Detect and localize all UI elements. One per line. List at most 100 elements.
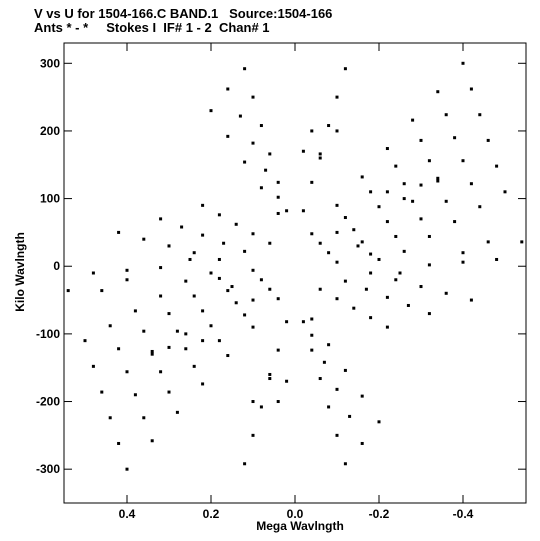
- data-point: [201, 309, 205, 313]
- data-point: [402, 182, 406, 186]
- data-point: [318, 287, 322, 291]
- data-point: [251, 268, 255, 272]
- data-point: [117, 441, 121, 445]
- y-tick-label: -300: [36, 462, 60, 476]
- data-point: [356, 244, 360, 248]
- data-point: [192, 251, 196, 255]
- data-point: [335, 129, 339, 133]
- data-point: [427, 312, 431, 316]
- x-tick: -0.2: [369, 43, 390, 521]
- axis-ticks: 0.4 0.2 0.0 -0.2 -0.4 300 200 100 0 -100 -200 -300: [36, 43, 526, 521]
- data-point: [335, 260, 339, 264]
- x-tick: 0.4: [119, 43, 136, 521]
- data-point: [411, 199, 415, 203]
- y-tick: 0: [53, 259, 526, 273]
- data-point: [322, 360, 326, 364]
- x-tick-label: -0.4: [453, 507, 474, 521]
- data-point: [461, 251, 465, 255]
- data-point: [343, 216, 347, 220]
- data-point: [184, 332, 188, 336]
- data-point: [276, 195, 280, 199]
- data-point: [385, 325, 389, 329]
- data-point: [285, 209, 289, 213]
- data-point: [469, 182, 473, 186]
- data-point: [117, 230, 121, 234]
- data-point: [251, 232, 255, 236]
- data-point: [427, 234, 431, 238]
- data-points: [66, 61, 524, 471]
- data-point: [444, 199, 448, 203]
- data-point: [310, 129, 314, 133]
- data-point: [226, 87, 230, 91]
- data-point: [301, 320, 305, 324]
- data-point: [251, 400, 255, 404]
- data-point: [91, 364, 95, 368]
- data-point: [125, 278, 129, 282]
- y-tick-label: 100: [40, 192, 60, 206]
- data-point: [327, 251, 331, 255]
- data-point: [369, 190, 373, 194]
- data-point: [268, 152, 272, 156]
- data-point: [217, 276, 221, 280]
- data-point: [444, 113, 448, 117]
- data-point: [453, 220, 457, 224]
- y-tick-label: -200: [36, 395, 60, 409]
- data-point: [222, 241, 226, 245]
- y-tick-label: 200: [40, 124, 60, 138]
- data-point: [100, 390, 104, 394]
- x-tick: 0.2: [203, 43, 220, 521]
- data-point: [310, 348, 314, 352]
- data-point: [318, 241, 322, 245]
- data-point: [167, 390, 171, 394]
- data-point: [385, 220, 389, 224]
- y-tick: -300: [36, 462, 526, 476]
- data-point: [259, 186, 263, 190]
- data-point: [243, 160, 247, 164]
- data-point: [108, 324, 112, 328]
- data-point: [318, 377, 322, 381]
- data-point: [125, 467, 129, 471]
- data-point: [209, 109, 213, 113]
- data-point: [259, 124, 263, 128]
- data-point: [259, 405, 263, 409]
- data-point: [453, 136, 457, 140]
- data-point: [150, 439, 154, 443]
- data-point: [461, 159, 465, 163]
- data-point: [436, 179, 440, 183]
- data-point: [243, 313, 247, 317]
- data-point: [486, 138, 490, 142]
- y-tick-label: 300: [40, 56, 60, 70]
- data-point: [335, 387, 339, 391]
- data-point: [402, 197, 406, 201]
- data-point: [268, 372, 272, 376]
- y-tick: -200: [36, 395, 526, 409]
- data-point: [364, 287, 368, 291]
- data-point: [369, 316, 373, 320]
- data-point: [394, 278, 398, 282]
- data-point: [469, 298, 473, 302]
- x-tick-label: -0.2: [369, 507, 390, 521]
- data-point: [276, 297, 280, 301]
- data-point: [301, 149, 305, 153]
- data-point: [108, 416, 112, 420]
- data-point: [251, 95, 255, 99]
- data-point: [360, 441, 364, 445]
- data-point: [369, 252, 373, 256]
- data-point: [394, 234, 398, 238]
- plot-frame: [63, 42, 527, 504]
- data-point: [352, 306, 356, 310]
- data-point: [444, 291, 448, 295]
- data-point: [352, 228, 356, 232]
- data-point: [406, 303, 410, 307]
- data-point: [377, 205, 381, 209]
- y-axis-title: Kilo Wavlngth: [13, 232, 27, 312]
- data-point: [377, 420, 381, 424]
- data-point: [175, 410, 179, 414]
- y-tick: 100: [40, 192, 526, 206]
- data-point: [226, 289, 230, 293]
- data-point: [398, 271, 402, 275]
- data-point: [142, 237, 146, 241]
- data-point: [180, 225, 184, 229]
- data-point: [478, 205, 482, 209]
- data-point: [268, 377, 272, 381]
